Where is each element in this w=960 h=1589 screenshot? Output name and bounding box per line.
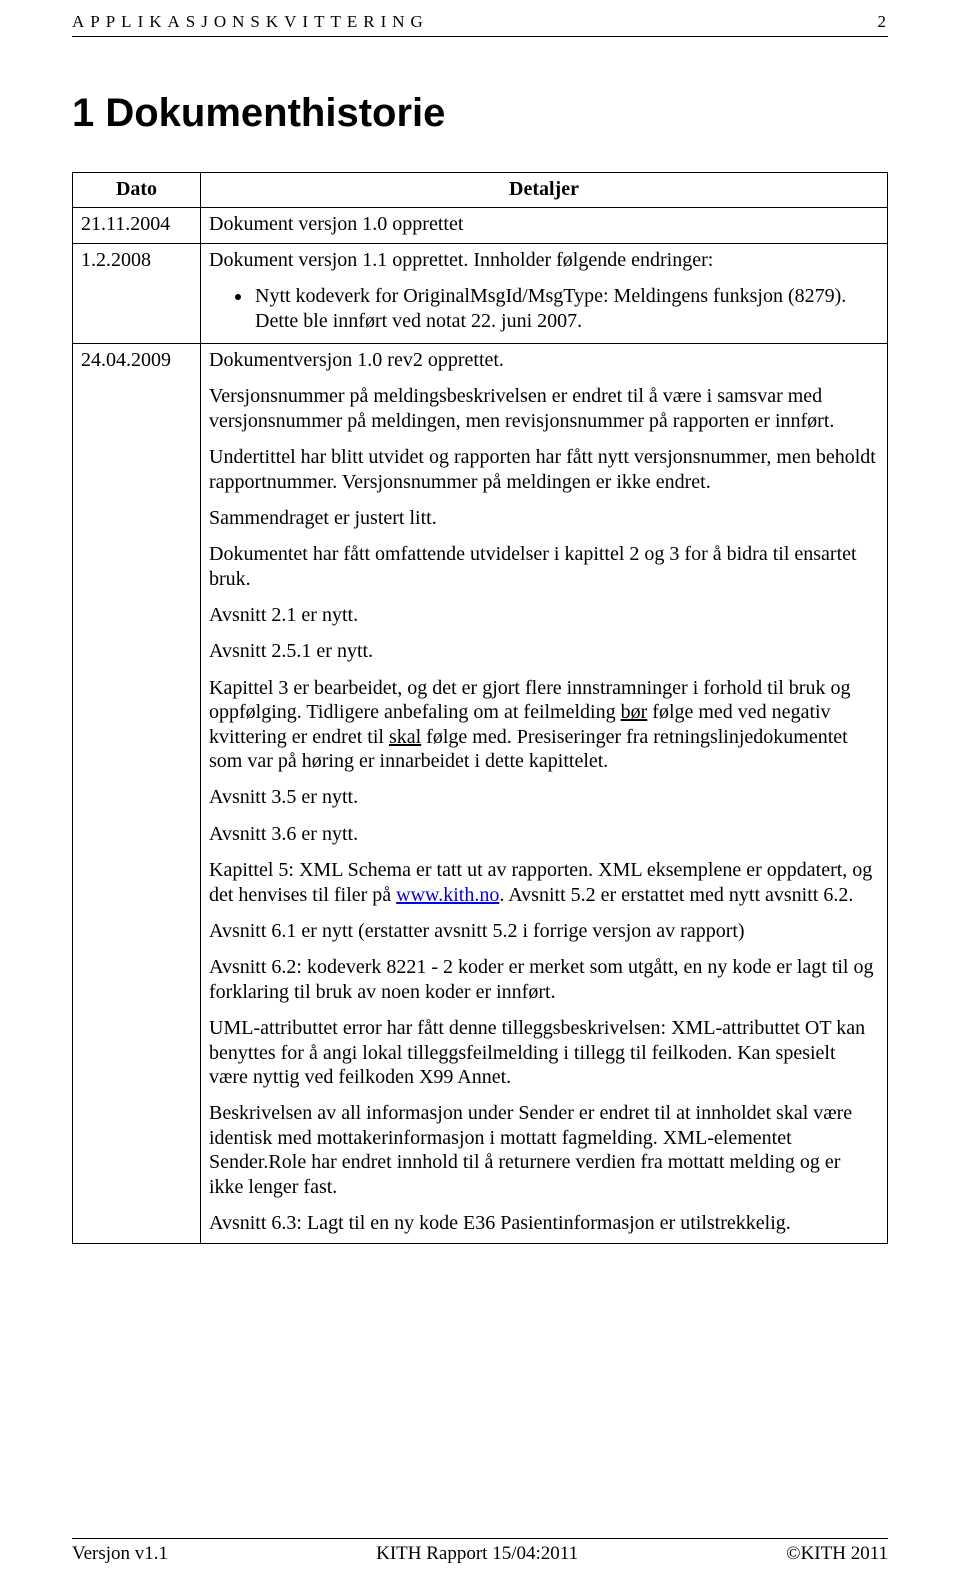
details-paragraph: Versjonsnummer på meldingsbeskrivelsen e… xyxy=(209,384,879,433)
cell-details: Dokument versjon 1.1 opprettet. Innholde… xyxy=(201,243,888,343)
footer-center: KITH Rapport 15/04:2011 xyxy=(376,1543,578,1565)
table-row: 24.04.2009 Dokumentversjon 1.0 rev2 oppr… xyxy=(73,343,888,1243)
underlined-text: bør xyxy=(621,701,648,723)
details-bullet-list: Nytt kodeverk for OriginalMsgId/MsgType:… xyxy=(209,284,879,333)
details-paragraph: Sammendraget er justert litt. xyxy=(209,506,879,530)
table-row: 1.2.2008 Dokument versjon 1.1 opprettet.… xyxy=(73,243,888,343)
details-paragraph: Dokumentversjon 1.0 rev2 opprettet. xyxy=(209,348,879,372)
details-paragraph: Avsnitt 2.1 er nytt. xyxy=(209,603,879,627)
details-paragraph: Avsnitt 6.1 er nytt (erstatter avsnitt 5… xyxy=(209,919,879,943)
cell-date: 24.04.2009 xyxy=(73,343,201,1243)
details-paragraph: Avsnitt 3.5 er nytt. xyxy=(209,785,879,809)
table-row: 21.11.2004 Dokument versjon 1.0 opprette… xyxy=(73,208,888,243)
underlined-text: skal xyxy=(389,726,421,748)
header-title: APPLIKASJONSKVITTERING xyxy=(72,12,429,32)
details-paragraph: Avsnitt 6.2: kodeverk 8221 - 2 koder er … xyxy=(209,955,879,1004)
details-paragraph: Beskrivelsen av all informasjon under Se… xyxy=(209,1101,879,1199)
details-paragraph: Avsnitt 3.6 er nytt. xyxy=(209,822,879,846)
footer-left: Versjon v1.1 xyxy=(72,1543,168,1565)
link-kith[interactable]: www.kith.no xyxy=(396,884,499,906)
cell-date: 1.2.2008 xyxy=(73,243,201,343)
cell-date: 21.11.2004 xyxy=(73,208,201,243)
document-page: APPLIKASJONSKVITTERING 2 1 Dokumenthisto… xyxy=(0,0,960,1589)
page-footer: Versjon v1.1 KITH Rapport 15/04:2011 ©KI… xyxy=(72,1538,888,1565)
text-run: . Avsnitt 5.2 er erstattet med nytt avsn… xyxy=(499,884,853,906)
col-header-details: Detaljer xyxy=(201,173,888,208)
section-title: 1 Dokumenthistorie xyxy=(72,91,888,136)
details-bullet-item: Nytt kodeverk for OriginalMsgId/MsgType:… xyxy=(253,284,879,333)
cell-details: Dokumentversjon 1.0 rev2 opprettet. Vers… xyxy=(201,343,888,1243)
details-paragraph: Avsnitt 6.3: Lagt til en ny kode E36 Pas… xyxy=(209,1211,879,1235)
footer-right: ©KITH 2011 xyxy=(786,1543,888,1565)
running-header: APPLIKASJONSKVITTERING 2 xyxy=(72,12,888,32)
header-page-number: 2 xyxy=(878,12,889,32)
details-paragraph: Undertittel har blitt utvidet og rapport… xyxy=(209,445,879,494)
footer-row: Versjon v1.1 KITH Rapport 15/04:2011 ©KI… xyxy=(72,1543,888,1565)
details-paragraph: Kapittel 5: XML Schema er tatt ut av rap… xyxy=(209,858,879,907)
details-paragraph: UML-attributtet error har fått denne til… xyxy=(209,1016,879,1089)
col-header-date: Dato xyxy=(73,173,201,208)
cell-details: Dokument versjon 1.0 opprettet xyxy=(201,208,888,243)
details-paragraph: Kapittel 3 er bearbeidet, og det er gjor… xyxy=(209,676,879,774)
details-paragraph: Dokumentet har fått omfattende utvidelse… xyxy=(209,542,879,591)
history-table: Dato Detaljer 21.11.2004 Dokument versjo… xyxy=(72,172,888,1244)
header-rule xyxy=(72,36,888,37)
table-header-row: Dato Detaljer xyxy=(73,173,888,208)
details-paragraph: Avsnitt 2.5.1 er nytt. xyxy=(209,639,879,663)
footer-rule xyxy=(72,1538,888,1539)
details-intro: Dokument versjon 1.1 opprettet. Innholde… xyxy=(209,248,879,272)
